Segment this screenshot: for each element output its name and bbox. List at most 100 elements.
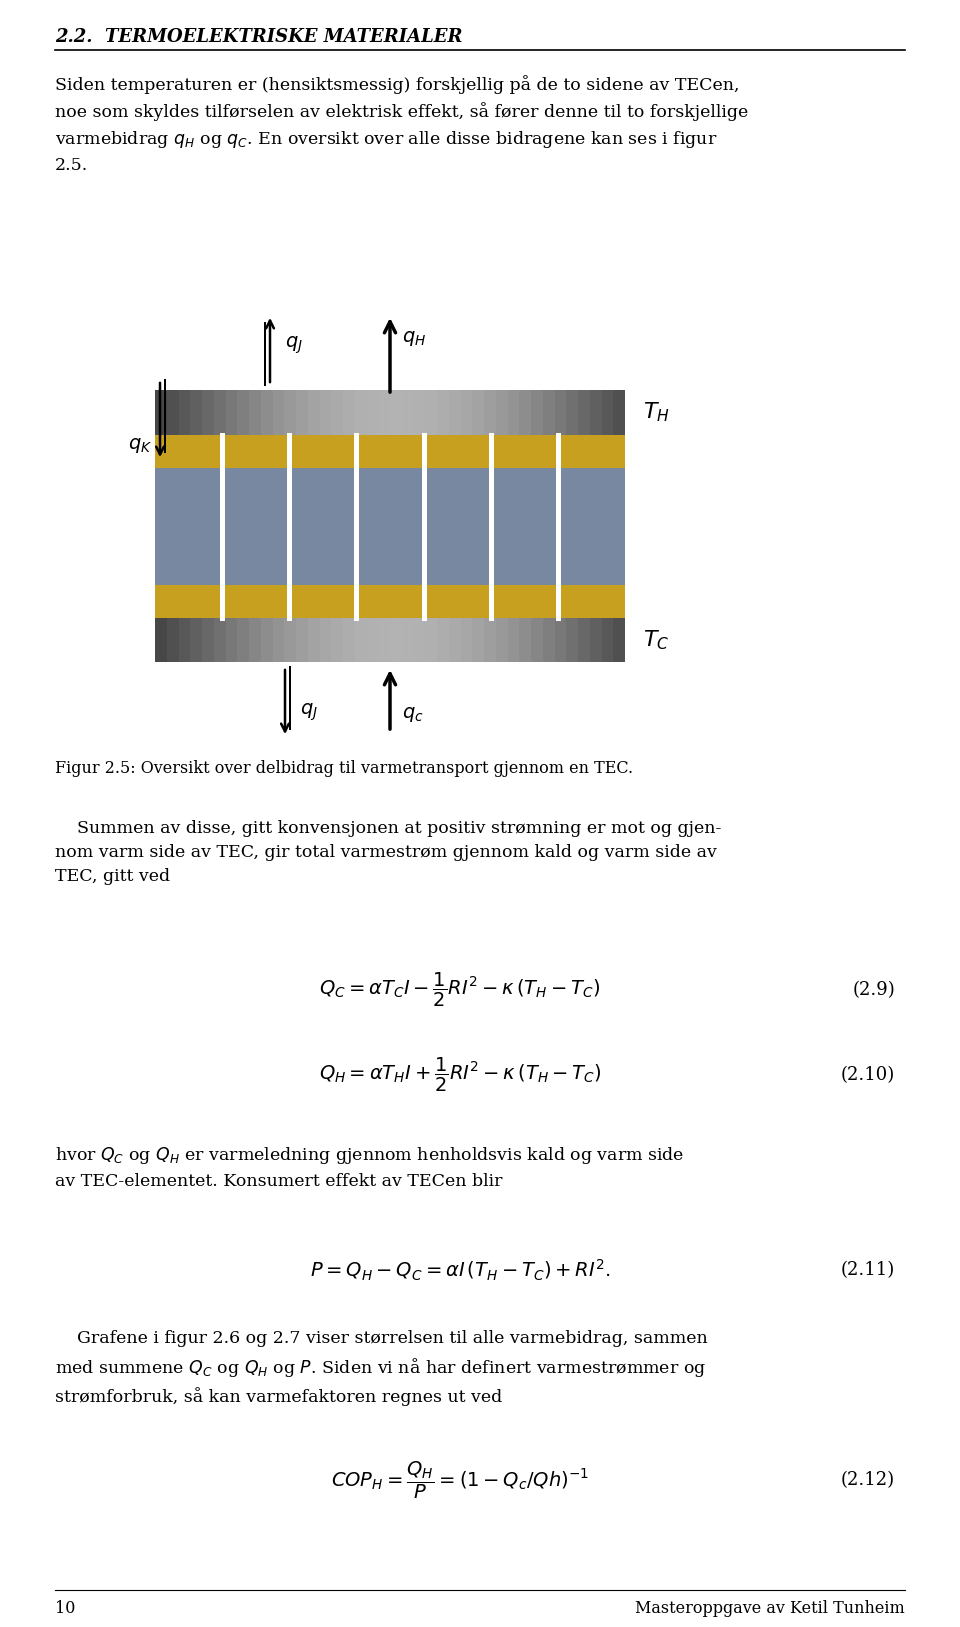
Text: $P = Q_H - Q_C = \alpha I\,(T_H - T_C) + RI^2.$: $P = Q_H - Q_C = \alpha I\,(T_H - T_C) +… <box>310 1258 611 1282</box>
Text: (2.11): (2.11) <box>841 1261 895 1279</box>
Bar <box>167 618 179 662</box>
Bar <box>602 390 613 434</box>
Bar <box>448 390 461 434</box>
Bar <box>495 390 508 434</box>
Bar <box>261 390 273 434</box>
Bar <box>519 618 531 662</box>
Bar <box>355 618 367 662</box>
Bar <box>542 618 555 662</box>
Bar <box>261 618 273 662</box>
Bar <box>179 390 190 434</box>
Bar <box>249 618 261 662</box>
Text: Figur 2.5: Oversikt over delbidrag til varmetransport gjennom en TEC.: Figur 2.5: Oversikt over delbidrag til v… <box>55 760 634 778</box>
Bar <box>555 618 566 662</box>
Bar <box>531 618 542 662</box>
Text: $q_J$: $q_J$ <box>300 701 318 722</box>
Bar <box>155 434 625 469</box>
Bar <box>214 390 226 434</box>
Bar <box>331 618 343 662</box>
Bar <box>222 586 289 618</box>
Bar <box>179 618 190 662</box>
Bar <box>448 618 461 662</box>
Bar <box>508 618 519 662</box>
Bar <box>155 469 625 586</box>
Bar <box>484 390 495 434</box>
Bar <box>273 618 284 662</box>
Bar <box>155 618 167 662</box>
Bar <box>367 618 378 662</box>
Bar <box>472 618 484 662</box>
Bar <box>355 390 367 434</box>
Text: 2.2.  TERMOELEKTRISKE MATERIALER: 2.2. TERMOELEKTRISKE MATERIALER <box>55 28 463 46</box>
Bar <box>558 586 625 618</box>
Bar <box>491 586 558 618</box>
Bar <box>437 390 448 434</box>
Bar <box>423 586 491 618</box>
Bar <box>437 618 448 662</box>
Bar <box>414 390 425 434</box>
Bar <box>214 618 226 662</box>
Bar <box>356 586 423 618</box>
Text: $Q_H = \alpha T_H I + \dfrac{1}{2}RI^2 - \kappa\,(T_H - T_C)$: $Q_H = \alpha T_H I + \dfrac{1}{2}RI^2 -… <box>319 1056 602 1093</box>
Text: $q_J$: $q_J$ <box>285 334 303 356</box>
Bar <box>320 618 331 662</box>
Text: $Q_C = \alpha T_C I - \dfrac{1}{2}RI^2 - \kappa\,(T_H - T_C)$: $Q_C = \alpha T_C I - \dfrac{1}{2}RI^2 -… <box>320 971 601 1009</box>
Bar <box>566 618 578 662</box>
Text: (2.12): (2.12) <box>841 1471 895 1489</box>
Bar <box>202 618 214 662</box>
Text: $T_H$: $T_H$ <box>643 400 670 425</box>
Bar <box>519 390 531 434</box>
Bar <box>390 618 401 662</box>
Bar <box>613 390 625 434</box>
Bar <box>425 390 437 434</box>
Bar <box>308 390 320 434</box>
Bar <box>401 390 414 434</box>
Bar <box>578 618 589 662</box>
Bar <box>167 390 179 434</box>
Bar <box>320 390 331 434</box>
Bar <box>461 618 472 662</box>
Bar <box>558 434 625 469</box>
Bar <box>472 390 484 434</box>
Text: $q_c$: $q_c$ <box>402 704 423 724</box>
Text: $q_K$: $q_K$ <box>128 436 152 454</box>
Bar <box>423 434 491 469</box>
Bar <box>289 586 356 618</box>
Bar <box>249 390 261 434</box>
Bar <box>566 390 578 434</box>
Bar <box>289 434 356 469</box>
Text: Summen av disse, gitt konvensjonen at positiv strømning er mot og gjen-
nom varm: Summen av disse, gitt konvensjonen at po… <box>55 820 721 885</box>
Bar <box>222 434 289 469</box>
Bar <box>237 390 249 434</box>
Text: 10: 10 <box>55 1599 76 1617</box>
Bar <box>226 390 237 434</box>
Bar <box>531 390 542 434</box>
Text: hvor $Q_C$ og $Q_H$ er varmeledning gjennom henholdsvis kald og varm side
av TEC: hvor $Q_C$ og $Q_H$ er varmeledning gjen… <box>55 1145 684 1189</box>
Bar <box>578 390 589 434</box>
Bar <box>461 390 472 434</box>
Bar <box>589 618 602 662</box>
Bar <box>296 618 308 662</box>
Bar <box>491 434 558 469</box>
Bar <box>613 618 625 662</box>
Bar <box>542 390 555 434</box>
Text: Masteroppgave av Ketil Tunheim: Masteroppgave av Ketil Tunheim <box>636 1599 905 1617</box>
Bar <box>602 618 613 662</box>
Bar <box>343 390 355 434</box>
Bar <box>378 390 390 434</box>
Bar <box>155 434 222 469</box>
Bar <box>555 390 566 434</box>
Bar <box>155 390 167 434</box>
Bar <box>190 390 202 434</box>
Text: Grafene i figur 2.6 og 2.7 viser størrelsen til alle varmebidrag, sammen
med sum: Grafene i figur 2.6 og 2.7 viser størrel… <box>55 1329 708 1406</box>
Bar <box>155 586 625 618</box>
Bar <box>425 618 437 662</box>
Bar <box>331 390 343 434</box>
Bar <box>155 586 222 618</box>
Bar <box>308 618 320 662</box>
Bar <box>237 618 249 662</box>
Bar <box>343 618 355 662</box>
Text: Siden temperaturen er (hensiktsmessig) forskjellig på de to sidene av TECen,
noe: Siden temperaturen er (hensiktsmessig) f… <box>55 75 748 174</box>
Bar <box>296 390 308 434</box>
Bar <box>378 618 390 662</box>
